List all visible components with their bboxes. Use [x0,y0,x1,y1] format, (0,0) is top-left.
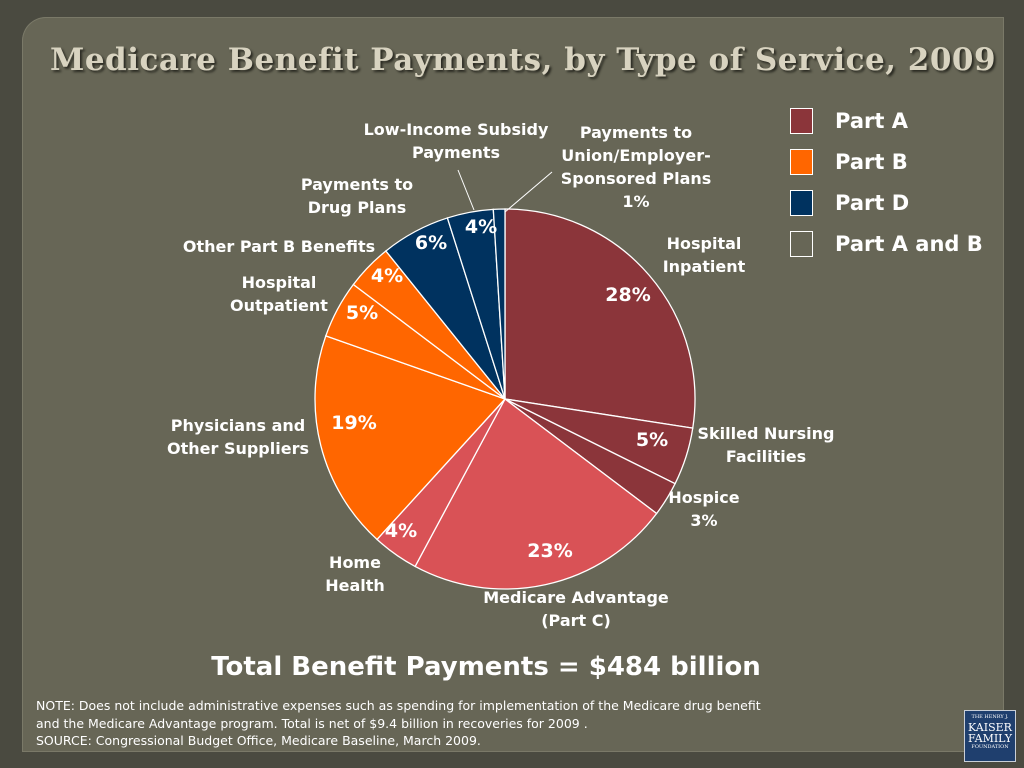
legend-label: Part A [835,108,908,133]
slice-category-label: Other Part B Benefits [183,237,375,256]
slice-category-label: Home Health [325,553,385,595]
legend-item: Part A and B [790,223,983,264]
legend-label: Part D [835,190,910,215]
slice-category-label: Hospital Inpatient [663,234,746,276]
pie-slice [504,208,696,429]
legend-swatch [790,148,813,175]
slice-value-label: 19% [331,412,376,434]
pie-slice [492,208,506,400]
slice-category-label: Low-Income Subsidy Payments [364,120,549,162]
legend-item: Part D [790,182,983,223]
source-line: SOURCE: Congressional Budget Office, Med… [36,733,481,748]
leader-lines [457,169,553,213]
pie-slice [414,398,658,590]
slice-value-label: 4% [385,520,417,542]
legend-swatch [790,230,813,257]
pie-chart: 28% Hospital Inpatient 5% Skilled Nursing Fac… [167,120,835,630]
slice-category-label: Hospital Outpatient [230,273,328,315]
footnotes: NOTE: Does not include administrative ex… [36,697,761,750]
legend-swatch [790,107,813,134]
slice-category-label: Skilled Nursing Facilities [697,424,834,466]
slice-value-label: 5% [346,302,378,324]
slice-value-label: 6% [415,232,447,254]
slice-value-label: 5% [636,429,668,451]
slice-category-label: Payments to Drug Plans [301,175,413,217]
legend-label: Part A and B [835,231,983,256]
slice-category-label: Hospice 3% [668,488,739,530]
legend-item: Part B [790,141,983,182]
slice-value-label: 4% [371,265,403,287]
slice-category-label: Physicians and Other Suppliers [167,416,309,458]
total-payments: Total Benefit Payments = $484 billion [211,652,761,682]
slice-category-label: Medicare Advantage (Part C) [483,588,669,630]
slice-category-label: Payments to Union/Employer-Sponsored Plan… [561,123,712,211]
slice-value-label: 28% [605,284,650,306]
chart-title: Medicare Benefit Payments, by Type of Se… [50,42,997,78]
legend: Part A Part B Part D Part A and B [790,100,983,264]
legend-item: Part A [790,100,983,141]
note-line: and the Medicare Advantage program. Tota… [36,715,588,731]
slice-value-label: 23% [527,540,572,562]
note-line: NOTE: Does not include administrative ex… [36,698,761,713]
legend-label: Part B [835,149,908,174]
pie-slices [314,208,696,590]
pie-slice [314,335,507,541]
leader-line [504,171,553,213]
legend-swatch [790,189,813,216]
kaiser-family-foundation-logo: THE HENRY J. KAISER FAMILY FOUNDATION [964,710,1016,762]
slice-value-label: 4% [465,216,497,238]
leader-line [457,169,475,211]
slice-labels: 28% Hospital Inpatient 5% Skilled Nursing Fac… [167,120,835,630]
